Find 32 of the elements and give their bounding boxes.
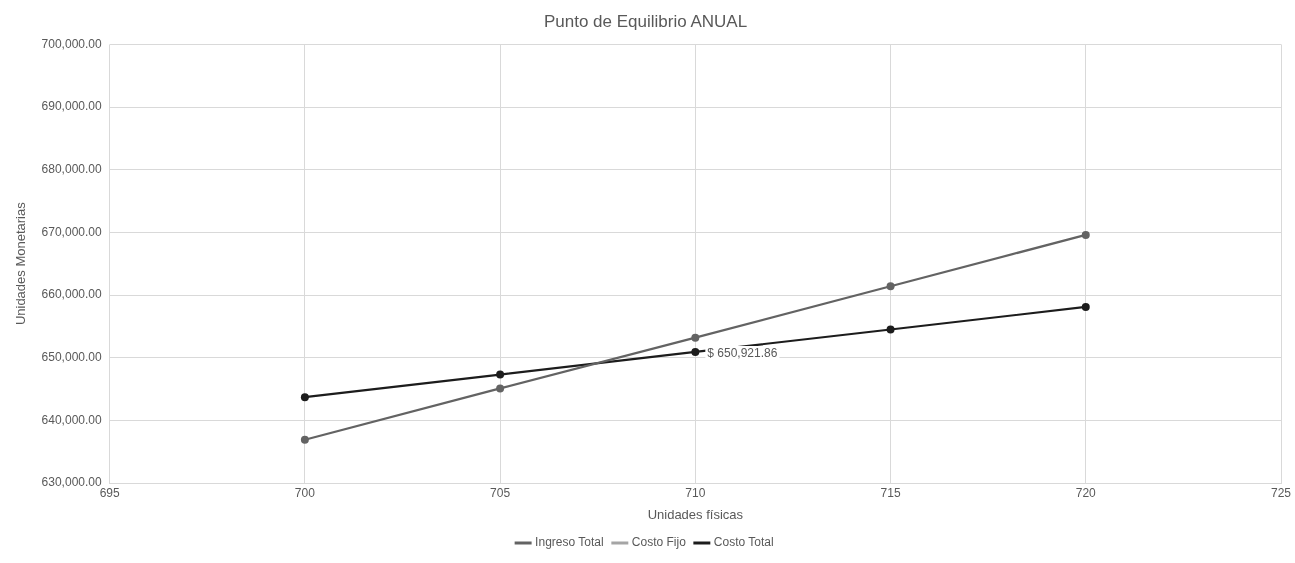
legend-label: Costo Total — [713, 535, 774, 550]
point — [496, 370, 505, 379]
y-tick-label: 690,000.00 — [41, 99, 102, 114]
x-tick-label: 720 — [1075, 485, 1097, 500]
point — [1081, 230, 1090, 239]
y-tick-label: 680,000.00 — [41, 162, 102, 177]
x-tick-label: 705 — [490, 485, 511, 500]
y-axis-title: Unidades Monetarias — [13, 201, 29, 326]
legend-label: Costo Fijo — [631, 535, 687, 550]
point — [886, 325, 895, 334]
point — [496, 384, 505, 393]
point — [886, 282, 895, 291]
chart-title: Punto de Equilibrio ANUAL — [543, 11, 748, 31]
y-tick-label: 640,000.00 — [41, 412, 102, 427]
x-tick-label: 710 — [685, 485, 706, 500]
point — [691, 333, 700, 342]
point — [300, 393, 309, 402]
point — [1081, 302, 1090, 311]
point — [300, 435, 309, 444]
y-tick-label: 670,000.00 — [41, 224, 102, 239]
x-tick-label: 725 — [1270, 485, 1292, 500]
x-tick-label: 715 — [880, 485, 901, 500]
y-tick-label: 630,000.00 — [41, 475, 102, 490]
x-axis-title: Unidades físicas — [647, 506, 744, 522]
x-tick-label: 700 — [294, 485, 316, 500]
y-tick-label: 650,000.00 — [41, 350, 102, 364]
y-tick-label: 660,000.00 — [41, 287, 102, 302]
x-tick-label: 695 — [99, 485, 120, 500]
point — [691, 347, 700, 356]
y-tick-label: 700,000.00 — [41, 36, 102, 51]
legend-label: Ingreso Total — [535, 535, 604, 550]
data-label: $ 650,921.86 — [707, 346, 778, 361]
